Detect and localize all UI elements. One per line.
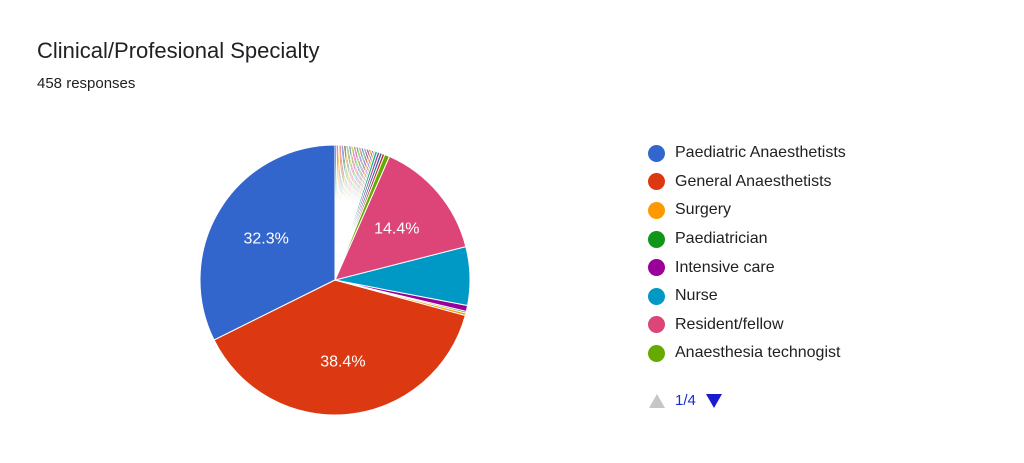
pie-data-label: 38.4%: [320, 354, 365, 371]
legend-label: Intensive care: [675, 258, 775, 276]
legend-swatch: [648, 144, 665, 162]
legend-item: Resident/fellow: [648, 311, 846, 340]
legend-page-indicator: 1/4: [675, 392, 696, 409]
legend-item: Surgery: [648, 196, 846, 225]
legend-label: Anaesthesia technogist: [675, 344, 841, 362]
legend-swatch: [648, 230, 665, 248]
legend-item: General Anaesthetists: [648, 168, 846, 197]
legend-label: Paediatric Anaesthetists: [675, 144, 846, 162]
legend-label: Resident/fellow: [675, 315, 784, 333]
pie-chart: 32.3% 38.4% 14.4%: [199, 144, 471, 416]
legend-swatch: [648, 287, 665, 305]
pie-slice[interactable]: [199, 144, 336, 341]
legend-item: Paediatrician: [648, 225, 846, 254]
legend-label: Paediatrician: [675, 230, 768, 248]
triangle-down-icon: [705, 393, 722, 408]
legend-item: Nurse: [648, 282, 846, 311]
legend-swatch: [648, 201, 665, 219]
legend-pager: 1/4: [648, 392, 723, 409]
legend-label: Nurse: [675, 287, 718, 305]
pie-slice[interactable]: [334, 155, 467, 281]
legend-swatch: [648, 173, 665, 191]
chart-title: Clinical/Profesional Specialty: [37, 38, 320, 63]
legend-item: Anaesthesia technogist: [648, 339, 846, 368]
response-count: 458 responses: [37, 75, 136, 92]
legend-swatch: [648, 259, 665, 277]
legend-item: Paediatric Anaesthetists: [648, 139, 846, 168]
legend-next-button[interactable]: [705, 393, 723, 409]
legend-label: General Anaesthetists: [675, 172, 832, 190]
legend-swatch: [648, 316, 665, 334]
legend-label: Surgery: [675, 201, 732, 219]
legend-swatch: [648, 344, 665, 362]
pie-slice[interactable]: [334, 144, 338, 281]
legend-prev-button[interactable]: [648, 393, 666, 409]
pie-data-label: 14.4%: [374, 221, 419, 238]
triangle-up-icon: [649, 393, 665, 408]
pie-slice[interactable]: [213, 279, 466, 416]
chart-legend: Paediatric Anaesthetists General Anaesthe…: [648, 139, 846, 368]
pie-data-label: 32.3%: [243, 230, 288, 247]
legend-item: Intensive care: [648, 253, 846, 282]
